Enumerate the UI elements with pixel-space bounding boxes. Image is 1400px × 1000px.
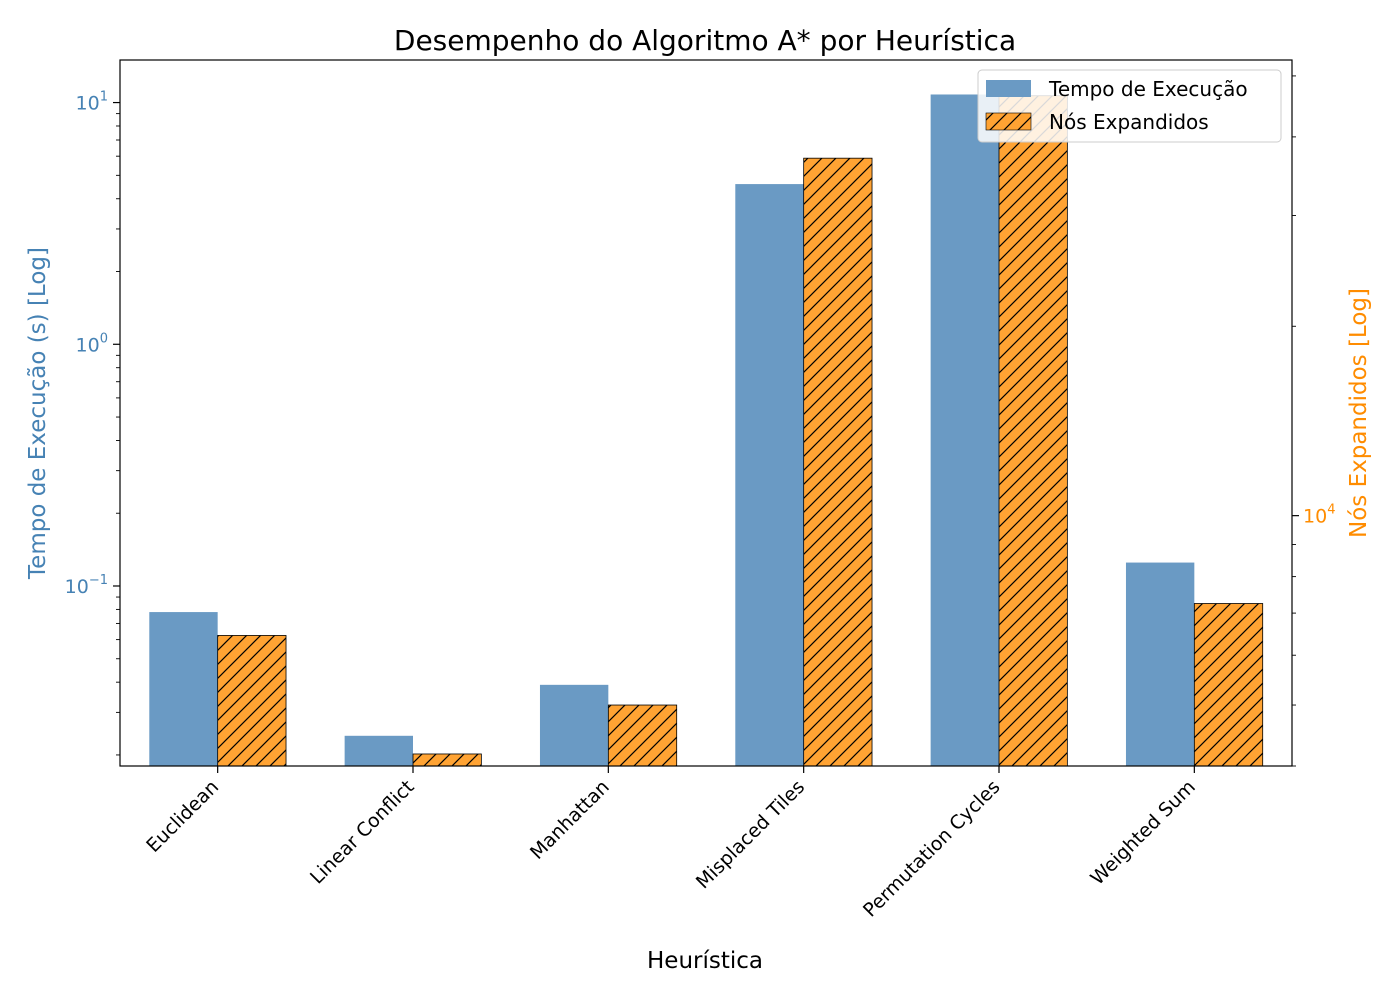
x-tick-label-3: Misplaced Tiles xyxy=(692,776,809,893)
x-tick-label-5: Weighted Sum xyxy=(1086,776,1200,890)
x-tick-label-1: Linear Conflict xyxy=(306,776,419,889)
bar-time-4 xyxy=(930,94,999,766)
legend-label-time: Tempo de Execução xyxy=(1048,77,1248,101)
legend-swatch-nodes xyxy=(985,112,1032,131)
y-axis-label-right: Nós Expandidos [Log] xyxy=(1346,288,1372,538)
chart-title: Desempenho do Algoritmo A* por Heurístic… xyxy=(394,24,1016,57)
right-axis-ticks: 104 xyxy=(1292,75,1335,767)
bar-nodes-0 xyxy=(217,635,287,767)
bar-nodes-4 xyxy=(998,95,1068,767)
x-tick-label-2: Manhattan xyxy=(526,776,614,864)
bar-time-5 xyxy=(1125,562,1195,766)
bars-group xyxy=(149,94,1264,767)
bar-time-2 xyxy=(539,684,609,766)
y-left-tick-label-1: 100 xyxy=(76,331,108,356)
bar-time-1 xyxy=(344,735,413,766)
y-left-tick-label-2: 101 xyxy=(76,90,108,115)
x-tick-label-4: Permutation Cycles xyxy=(859,776,1005,922)
legend-swatch-time xyxy=(986,80,1031,97)
legend-box xyxy=(977,69,1282,143)
plot-frame xyxy=(119,59,1293,767)
legend-label-nodes: Nós Expandidos xyxy=(1049,110,1209,134)
bar-nodes-2 xyxy=(607,704,678,767)
bar-time-3 xyxy=(735,184,804,766)
y-left-tick-label-0: 10−1 xyxy=(65,573,108,598)
legend: Tempo de Execução Nós Expandidos xyxy=(977,69,1282,143)
left-axis-ticks: 10−1 100 101 xyxy=(65,90,120,756)
x-axis-ticks: Euclidean Linear Conflict Manhattan Misplac… xyxy=(142,766,1200,922)
bar-nodes-3 xyxy=(803,157,873,767)
bar-nodes-5 xyxy=(1193,603,1264,767)
bar-time-0 xyxy=(149,612,218,766)
x-axis-label: Heurística xyxy=(647,948,763,974)
bar-nodes-1 xyxy=(412,753,482,767)
x-tick-label-0: Euclidean xyxy=(142,776,223,857)
y-right-tick-label-0: 104 xyxy=(1303,503,1335,528)
y-axis-label-left: Tempo de Execução (s) [Log] xyxy=(25,247,51,580)
